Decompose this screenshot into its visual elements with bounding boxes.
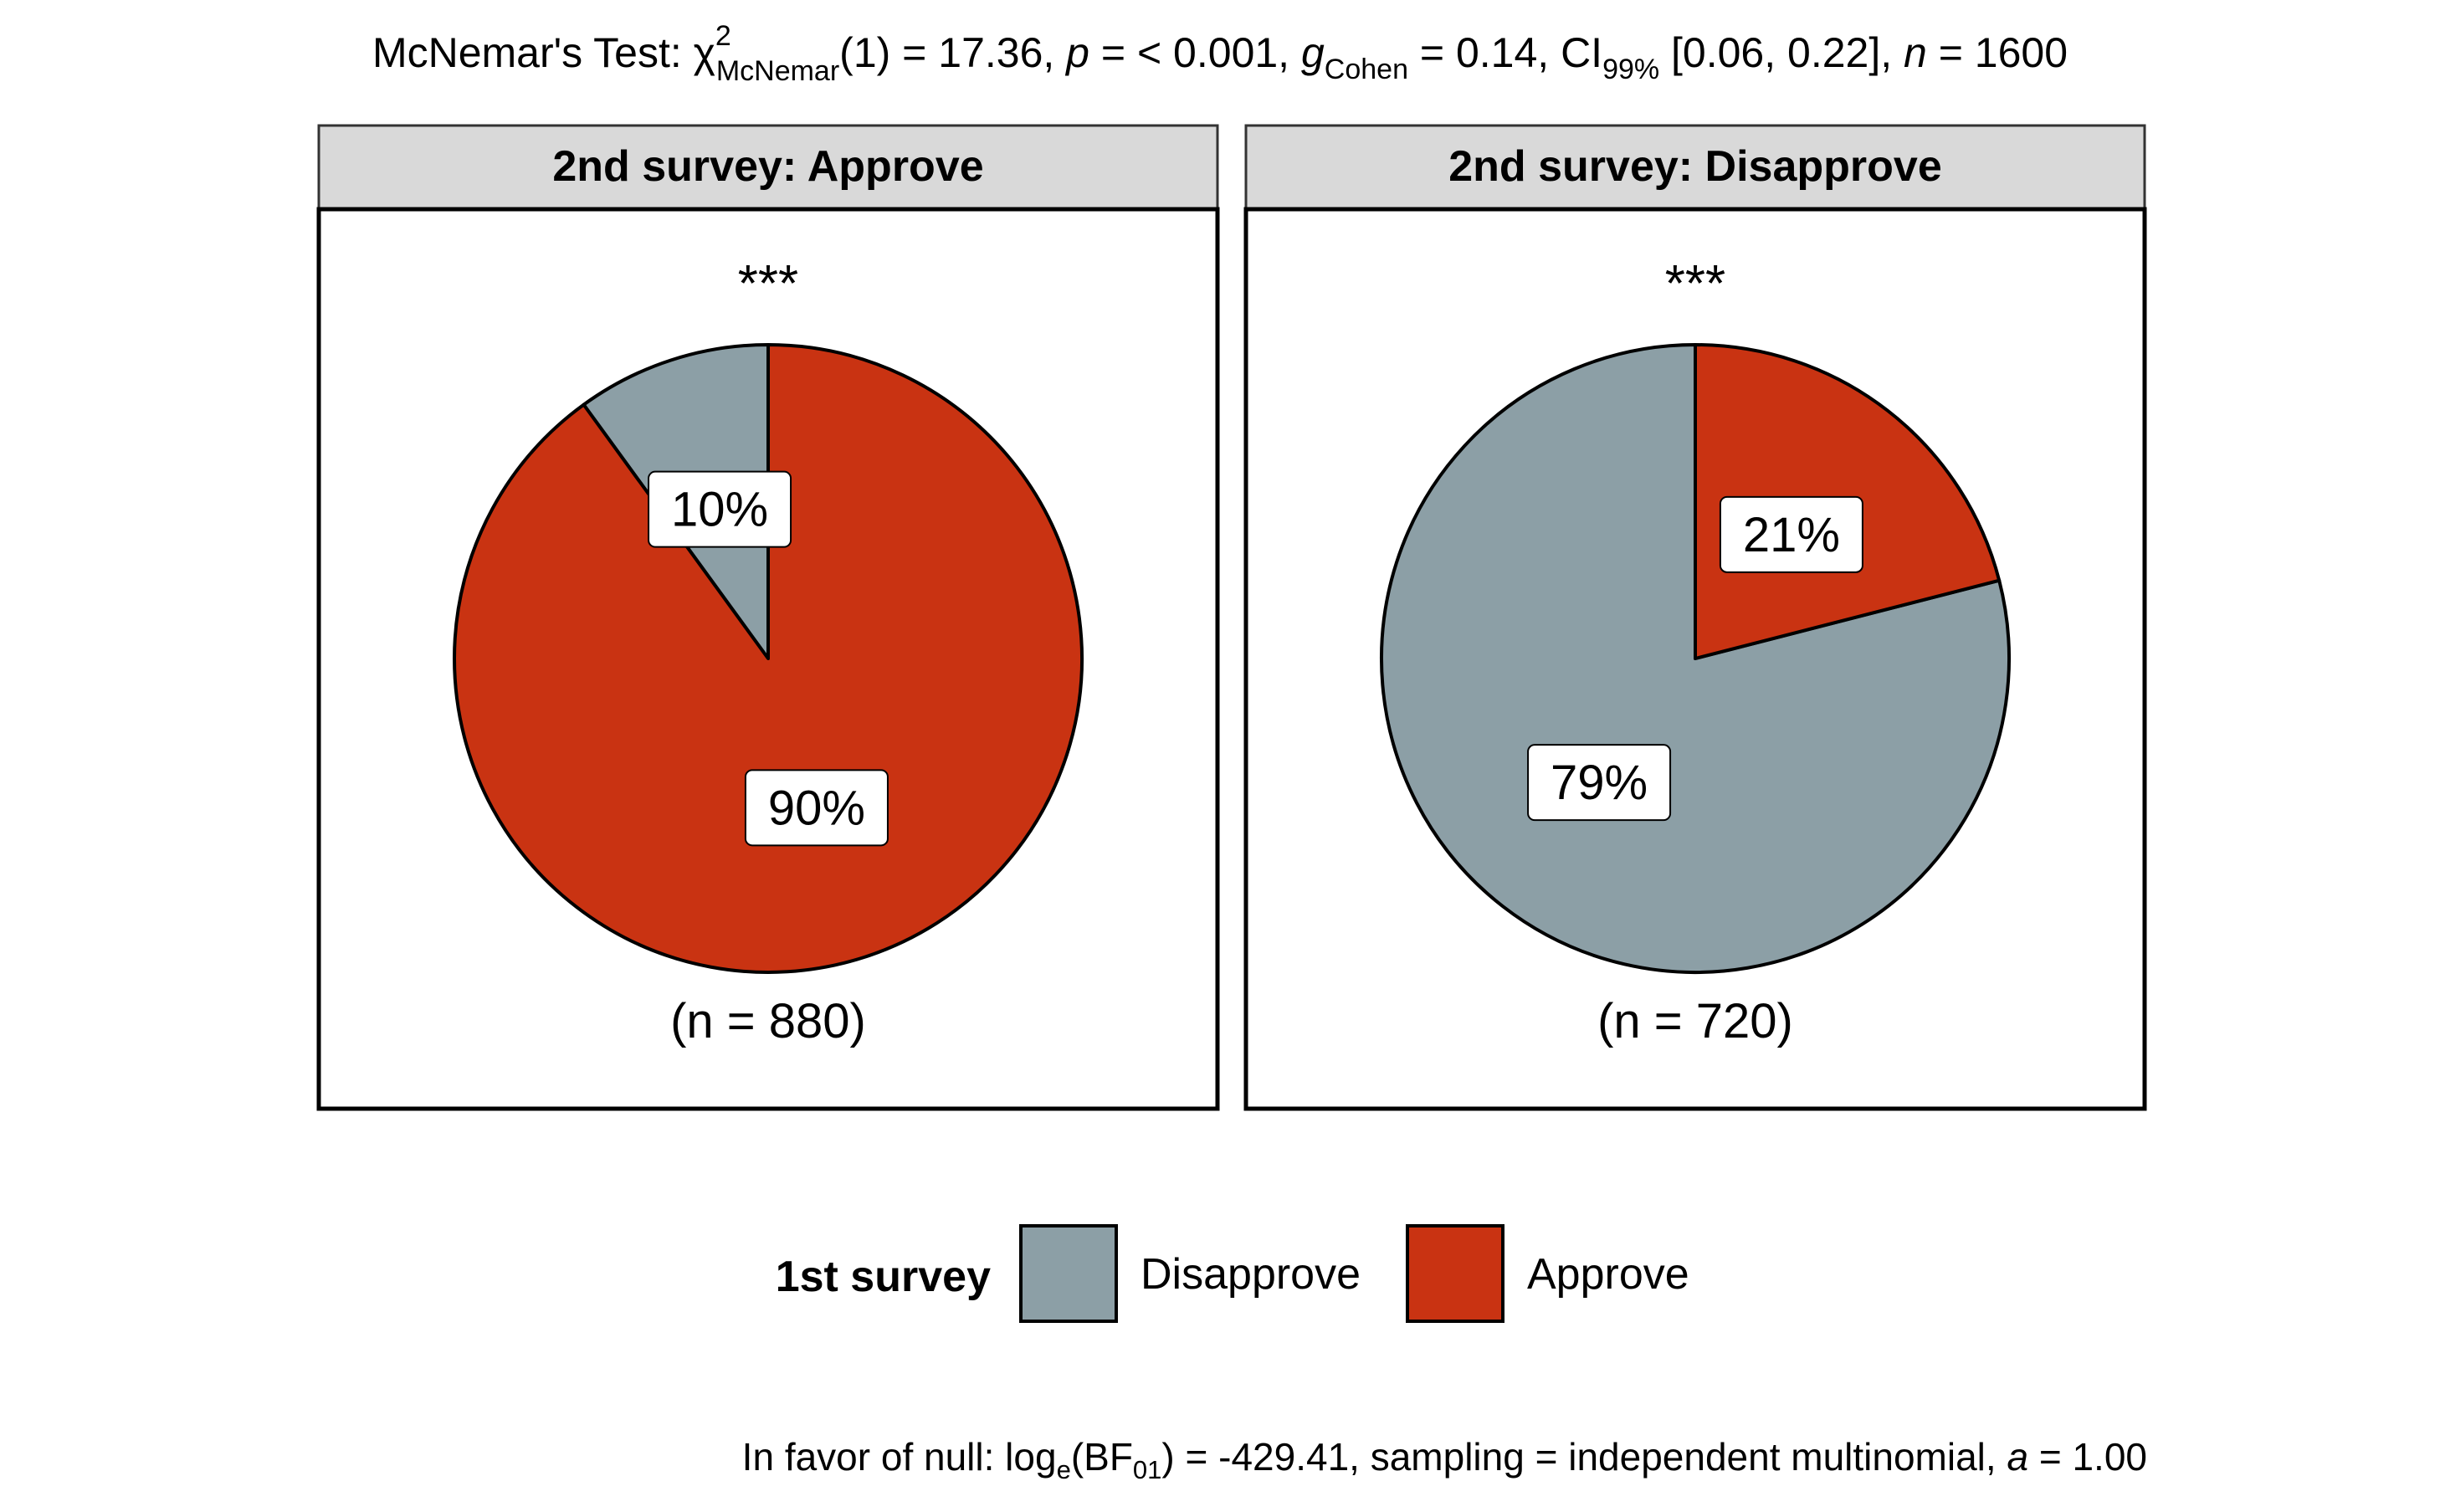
chi-symbol: χ <box>694 29 715 76</box>
subtitle-prefix: McNemar's Test: <box>372 29 694 76</box>
legend-title: 1st survey <box>776 1253 991 1301</box>
caption-a-symbol: a <box>2007 1435 2028 1479</box>
facet-strip <box>1244 124 2146 211</box>
sample-size-label: (n = 880) <box>670 994 866 1048</box>
slice-label-disapprove: 79% <box>1551 756 1648 810</box>
chart-subtitle: McNemar's Test: χ2 McNemar(1) = 17.36, p … <box>372 20 2068 87</box>
sample-size-label: (n = 720) <box>1597 994 1793 1048</box>
panel-2nd-survey-approve: 2nd survey: Approve 10% 90% *** (n = 880) <box>316 124 1220 1111</box>
g-text: = 0.14, CI <box>1408 29 1602 76</box>
p-text: = < 0.001, <box>1089 29 1301 76</box>
caption-a-text: = 1.00 <box>2028 1435 2147 1479</box>
legend-label-disapprove: Disapprove <box>1141 1250 1361 1299</box>
slice-label-box-approve <box>1719 495 1863 573</box>
n-text: = 1600 <box>1927 29 2068 76</box>
p-symbol: p <box>1064 29 1089 76</box>
g-subscript: Cohen <box>1325 54 1408 85</box>
facet-strip-label: 2nd survey: Approve <box>552 142 983 191</box>
caption-log-subscript: e <box>1057 1455 1071 1484</box>
caption-rest: ) = -429.41, sampling = independent mult… <box>1161 1435 2007 1479</box>
legend-label-approve: Approve <box>1527 1250 1689 1299</box>
n-symbol: n <box>1904 29 1927 76</box>
significance-label: *** <box>1665 255 1725 313</box>
facet-strip <box>317 124 1219 211</box>
slice-label-disapprove: 10% <box>671 483 768 537</box>
chart-caption: In favor of null: loge(BF01) = -429.41, … <box>742 1435 2147 1484</box>
slice-label-box-approve <box>744 769 889 847</box>
stat-text: (1) = 17.36, <box>839 29 1066 76</box>
chi-subscript: McNemar <box>716 55 839 87</box>
legend: 1st survey Disapprove Approve <box>776 1224 1689 1323</box>
chi-superscript: 2 <box>715 20 731 52</box>
slice-label-approve: 90% <box>768 781 865 835</box>
significance-label: *** <box>738 255 798 313</box>
legend-key-disapprove <box>1019 1224 1118 1323</box>
pie-slice-approve <box>453 343 1084 974</box>
caption-bf-text: (BF <box>1071 1435 1133 1479</box>
facet-strip-label: 2nd survey: Disapprove <box>1448 142 1942 191</box>
panel-2nd-survey-disapprove: 2nd survey: Disapprove 79% 21% *** (n = 720) <box>1243 124 2147 1111</box>
slice-label-box-disapprove <box>1527 744 1672 822</box>
g-symbol: g <box>1301 29 1325 76</box>
slice-label-box-disapprove <box>648 470 792 548</box>
caption-prefix: In favor of null: log <box>742 1435 1057 1479</box>
caption-bf-subscript: 01 <box>1133 1455 1161 1484</box>
ci-text: [0.06, 0.22], <box>1659 29 1904 76</box>
legend-key-approve <box>1406 1224 1504 1323</box>
ci-subscript: 99% <box>1602 54 1659 85</box>
slice-label-approve: 21% <box>1743 508 1840 562</box>
